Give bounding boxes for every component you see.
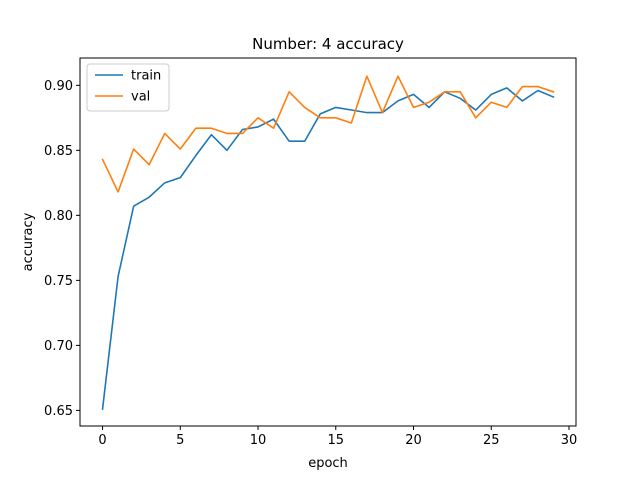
x-tick-label: 5: [176, 433, 184, 448]
x-tick-label: 25: [483, 433, 500, 448]
x-tick-label: 0: [98, 433, 106, 448]
plot-area: [79, 57, 577, 427]
x-tick-label: 10: [250, 433, 267, 448]
y-tick-label: 0.90: [44, 79, 73, 94]
x-axis: 0 5 10 15 20 25 30: [98, 426, 577, 448]
y-axis-label: accuracy: [21, 212, 36, 271]
legend-label-train: train: [131, 69, 161, 84]
chart-title: Number: 4 accuracy: [252, 35, 404, 53]
series-line-val: [101, 75, 555, 193]
x-tick-label: 20: [405, 433, 422, 448]
series-line-train: [101, 87, 555, 410]
legend-label-val: val: [131, 90, 150, 105]
x-axis-label: epoch: [308, 456, 348, 471]
y-axis: 0.65 0.70 0.75 0.80 0.85 0.90: [44, 79, 80, 419]
plot-frame: [79, 57, 577, 427]
series-group: [101, 75, 555, 410]
y-tick-label: 0.85: [44, 144, 73, 159]
x-tick-label: 15: [328, 433, 345, 448]
y-tick-label: 0.70: [44, 339, 73, 354]
x-tick-label: 30: [561, 433, 578, 448]
y-tick-label: 0.75: [44, 274, 73, 289]
y-tick-label: 0.65: [44, 404, 73, 419]
legend: train val: [86, 63, 170, 112]
y-tick-label: 0.80: [44, 209, 73, 224]
